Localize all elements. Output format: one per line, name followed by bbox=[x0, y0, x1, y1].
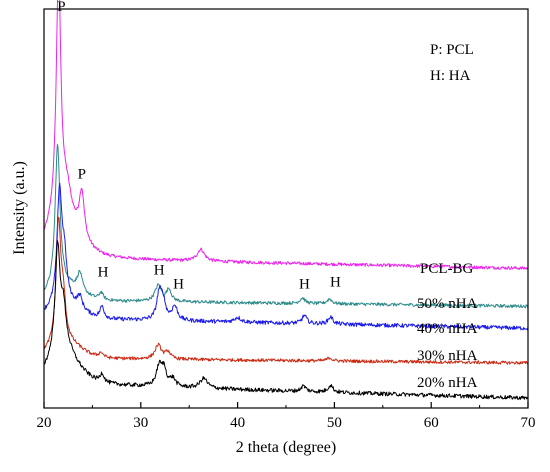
series-line-0 bbox=[43, 0, 529, 271]
series-label-0: PCL-BG bbox=[420, 261, 474, 277]
legend-entry: H: HA bbox=[430, 68, 471, 84]
x-tick-label: 50 bbox=[327, 415, 342, 431]
series-group bbox=[43, 0, 529, 401]
peak-annotation: H bbox=[154, 262, 165, 278]
series-line-2 bbox=[43, 182, 529, 331]
series-label-3: 30% nHA bbox=[417, 348, 478, 364]
x-tick-label: 20 bbox=[37, 415, 52, 431]
series-line-4 bbox=[43, 240, 529, 401]
peak-annotation: H bbox=[299, 276, 310, 292]
peak-annotation: P bbox=[57, 0, 65, 15]
x-tick-label: 60 bbox=[424, 415, 439, 431]
legend-entry: P: PCL bbox=[430, 42, 474, 58]
x-tick-label: 40 bbox=[230, 415, 245, 431]
series-label-4: 20% nHA bbox=[417, 375, 478, 391]
y-axis-label: Intensity (a.u.) bbox=[11, 161, 28, 255]
series-label-group: PCL-BG 50% nHA 40% nHA 30% nHA 20% nHA bbox=[417, 261, 478, 391]
peak-annotation: H bbox=[173, 276, 184, 292]
x-axis-label: 2 theta (degree) bbox=[236, 439, 336, 456]
annotation-group: PPH HH H H bbox=[57, 0, 341, 292]
x-tick-label: 70 bbox=[521, 415, 536, 431]
x-tick-label: 30 bbox=[133, 415, 148, 431]
peak-annotation: P bbox=[78, 167, 86, 183]
peak-annotation: H bbox=[98, 264, 109, 280]
legend: P: PCL H: HA bbox=[430, 42, 474, 84]
series-line-1 bbox=[43, 143, 529, 309]
series-line-3 bbox=[43, 216, 529, 365]
series-label-2: 40% nHA bbox=[417, 321, 478, 337]
peak-annotation: H bbox=[330, 274, 341, 290]
x-axis-ticks: 20 30 40 50 60 70 bbox=[37, 402, 536, 431]
series-label-1: 50% nHA bbox=[417, 296, 478, 312]
